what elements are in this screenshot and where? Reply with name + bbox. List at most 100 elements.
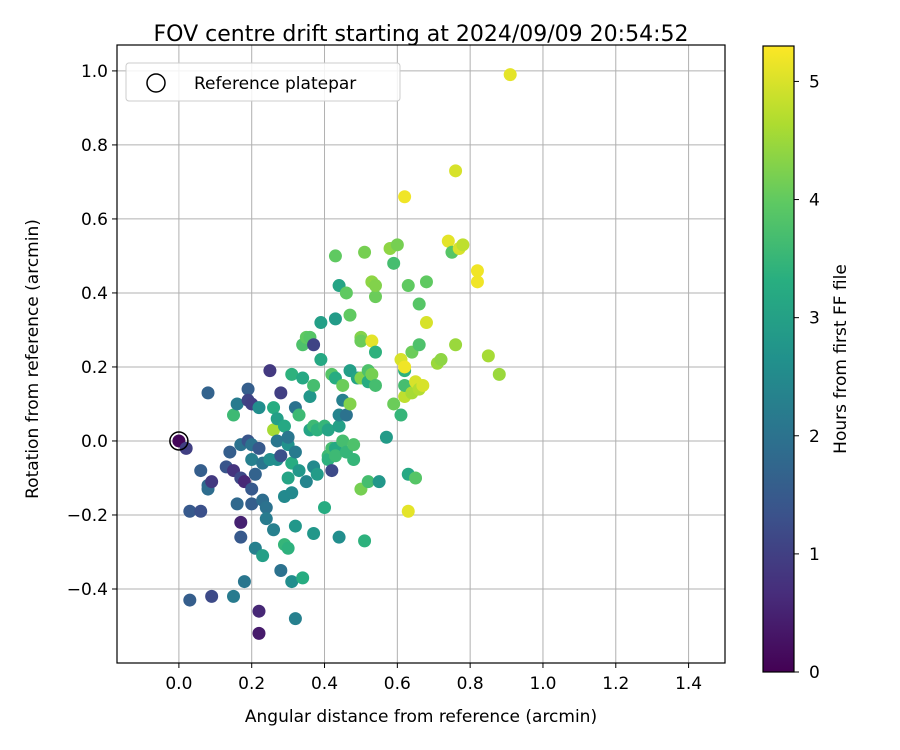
data-point <box>256 549 270 563</box>
data-point <box>343 397 357 411</box>
data-point <box>194 464 208 478</box>
data-point <box>470 264 484 278</box>
y-tick-label: 0.2 <box>81 358 108 378</box>
x-tick-label: 0.4 <box>311 674 338 694</box>
reference-marker <box>169 431 189 451</box>
data-point <box>434 353 448 367</box>
data-point <box>281 541 295 555</box>
data-point <box>179 441 193 455</box>
y-tick-label: −0.2 <box>67 506 108 526</box>
data-point <box>252 604 266 618</box>
colorbar: 0 1 2 3 4 5 Hours from first FF file <box>762 45 851 683</box>
data-point <box>368 290 382 304</box>
data-point <box>321 423 335 437</box>
data-point <box>492 367 506 381</box>
data-point <box>328 312 342 326</box>
data-point <box>292 408 306 422</box>
data-point <box>234 515 248 529</box>
data-point <box>412 338 426 352</box>
data-point <box>390 238 404 252</box>
data-point <box>267 401 281 415</box>
x-tick-label: 1.4 <box>675 674 702 694</box>
legend-label-reference-platepar: Reference platepar <box>194 74 356 94</box>
legend: Reference platepar <box>125 62 401 102</box>
data-point <box>248 467 262 481</box>
data-point <box>194 504 208 518</box>
data-point <box>267 423 281 437</box>
data-point <box>339 408 353 422</box>
data-point <box>296 571 310 585</box>
data-point <box>299 475 313 489</box>
data-point <box>314 316 328 330</box>
data-point <box>328 449 342 463</box>
data-point <box>470 275 484 289</box>
data-point <box>416 378 430 392</box>
data-point <box>285 486 299 500</box>
data-point <box>267 523 281 537</box>
data-point <box>274 563 288 577</box>
data-point <box>339 286 353 300</box>
y-axis-label: Rotation from reference (arcmin) <box>23 219 43 499</box>
legend-box <box>125 62 401 102</box>
data-point <box>274 449 288 463</box>
x-tick-label: 0.8 <box>457 674 484 694</box>
data-point <box>252 401 266 415</box>
data-point <box>456 238 470 252</box>
data-point <box>314 353 328 367</box>
data-point <box>183 593 197 607</box>
data-point <box>409 471 423 485</box>
data-point <box>230 497 244 511</box>
data-point <box>441 234 455 248</box>
data-point <box>343 308 357 322</box>
data-point <box>259 512 273 526</box>
data-point <box>365 334 379 348</box>
data-point <box>285 575 299 589</box>
data-point <box>303 390 317 404</box>
data-point <box>368 378 382 392</box>
data-point <box>288 612 302 626</box>
x-tick-label: 0.0 <box>165 674 192 694</box>
data-point <box>223 445 237 459</box>
data-point <box>401 279 415 293</box>
data-point <box>419 316 433 330</box>
data-point <box>398 360 412 374</box>
data-point <box>412 297 426 311</box>
y-tick-label: 1.0 <box>81 62 108 82</box>
data-point <box>336 378 350 392</box>
data-point <box>347 438 361 452</box>
y-tick-label: 0.6 <box>81 210 108 230</box>
data-point <box>325 464 339 478</box>
data-point <box>358 534 372 548</box>
x-tick-label: 1.0 <box>529 674 556 694</box>
data-point <box>227 408 241 422</box>
data-point <box>354 334 368 348</box>
colorbar-tick-label: 0 <box>809 663 820 683</box>
colorbar-label: Hours from first FF file <box>831 264 851 454</box>
data-point <box>237 575 251 589</box>
data-point <box>205 475 219 489</box>
data-point <box>401 504 415 518</box>
data-point <box>419 275 433 289</box>
data-point <box>245 452 259 466</box>
data-point <box>234 530 248 544</box>
colorbar-gradient <box>762 45 795 673</box>
data-point <box>288 445 302 459</box>
data-point <box>281 471 295 485</box>
data-point <box>227 589 241 603</box>
data-point <box>449 338 463 352</box>
data-point <box>292 464 306 478</box>
data-point <box>310 467 324 481</box>
chart-title: FOV centre drift starting at 2024/09/09 … <box>154 22 689 47</box>
data-point <box>368 279 382 293</box>
data-point <box>230 397 244 411</box>
data-point <box>318 501 332 515</box>
data-point <box>183 504 197 518</box>
data-point <box>336 434 350 448</box>
data-point <box>259 501 273 515</box>
data-point <box>252 441 266 455</box>
data-point <box>241 382 255 396</box>
data-point <box>387 397 401 411</box>
data-point <box>365 367 379 381</box>
y-tick-label: 0.8 <box>81 136 108 156</box>
